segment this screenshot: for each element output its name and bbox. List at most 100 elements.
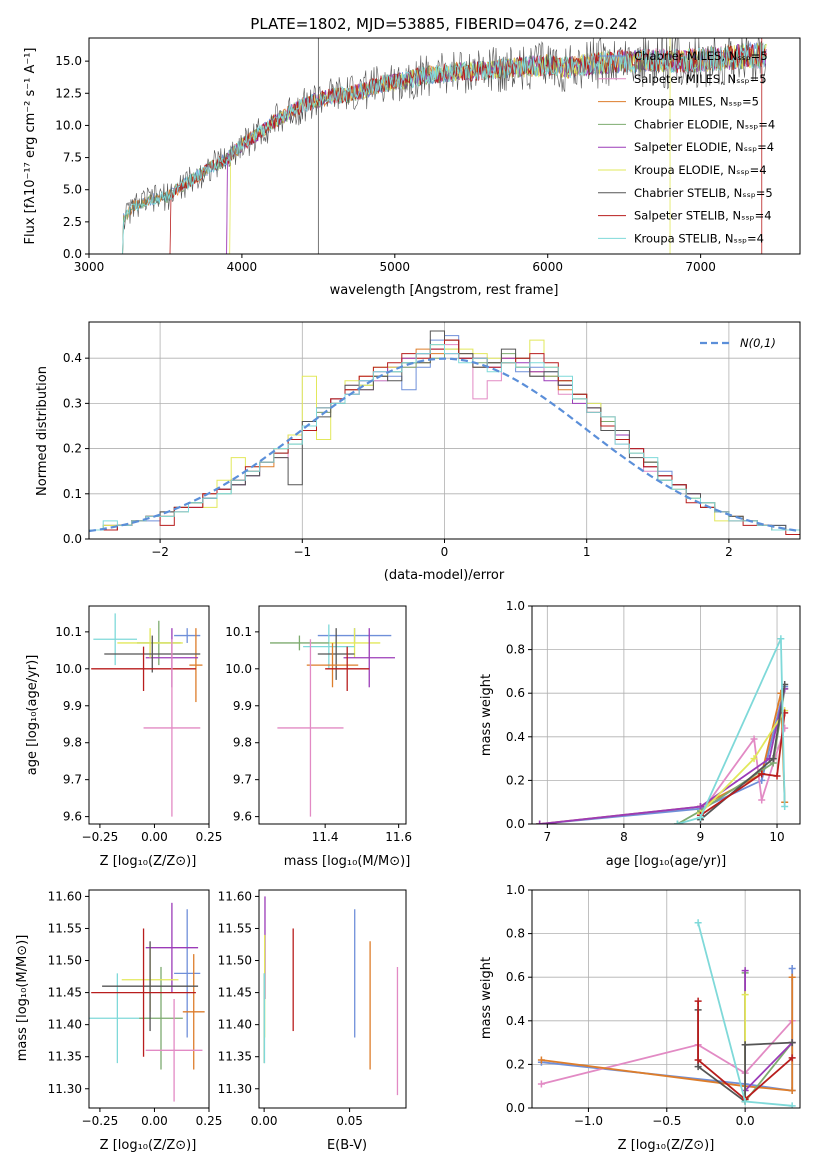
- mass-metallicity-xlabel: Z [log₁₀(Z/Z⊙)]: [100, 1138, 197, 1153]
- spectrum-legend: Chabrier MILES, Nₛₛₚ=5 Salpeter MILES, Nₛ…: [598, 49, 775, 245]
- plot-content: [263, 896, 399, 1096]
- weight-marker: [773, 772, 781, 780]
- weight-metallicity-xlabel: Z [log₁₀(Z/Z⊙)]: [618, 1138, 715, 1153]
- y-tick-label: 0.0: [63, 247, 82, 261]
- weight-metallicity-ylabel: mass weight: [479, 957, 494, 1039]
- axes-frame: [88, 37, 801, 255]
- y-tick-label: 10.0: [225, 662, 252, 676]
- x-tick-label: 6000: [532, 260, 563, 274]
- x-tick-label: 7: [543, 830, 551, 844]
- y-tick-label: 9.9: [63, 699, 82, 713]
- plot-content: [91, 613, 203, 817]
- mass-vs-extinction-panel: E(B-V) 0.00 0.05 11.30 11.35 11.40 11.45 11.50…: [218, 889, 407, 1153]
- x-tick-label: 0.25: [196, 1114, 223, 1128]
- x-tick-label: 3000: [74, 260, 105, 274]
- y-tick-label: 11.55: [218, 921, 252, 935]
- y-tick-label: 9.7: [63, 773, 82, 787]
- y-tick-label: 0.2: [63, 442, 82, 456]
- weight-marker: [536, 820, 544, 824]
- weight-marker: [758, 796, 766, 804]
- plot-content: [537, 919, 796, 1108]
- weight-marker: [694, 1056, 702, 1064]
- weight-marker: [741, 991, 749, 999]
- weight-marker: [694, 1063, 702, 1071]
- legend-label: N(0,1): [740, 336, 776, 350]
- histogram-xlabel: (data-model)/error: [384, 568, 505, 583]
- x-tick-label: −0.5: [652, 1114, 681, 1128]
- legend-label: Chabrier ELODIE, Nₛₛₚ=4: [634, 117, 775, 131]
- weight-marker: [781, 803, 789, 811]
- legend-label: Kroupa STELIB, Nₛₛₚ=4: [634, 231, 764, 245]
- weight-marker: [750, 755, 758, 763]
- y-tick-label: 11.40: [218, 1018, 252, 1032]
- x-tick-label: 2: [725, 545, 733, 559]
- weight-marker: [696, 803, 704, 811]
- weight-marker: [694, 997, 702, 1005]
- histogram-ylabel: Normed distribution: [35, 366, 50, 496]
- y-tick-label: 0.0: [506, 1101, 525, 1115]
- spectrum-xlabel: wavelength [Angstrom, rest frame]: [330, 283, 559, 298]
- axes-frame: [258, 889, 407, 1109]
- y-tick-label: 11.45: [218, 986, 252, 1000]
- y-tick-label: 1.0: [506, 599, 525, 613]
- x-tick-label: 4000: [227, 260, 258, 274]
- y-tick-label: 0.4: [506, 730, 525, 744]
- y-tick-label: 10.1: [55, 625, 82, 639]
- weight-marker: [758, 770, 766, 778]
- x-tick-label: 5000: [380, 260, 411, 274]
- weight-marker: [777, 635, 785, 643]
- y-tick-label: 5.0: [63, 183, 82, 197]
- plot-content: [89, 902, 205, 1102]
- y-tick-label: 10.0: [55, 662, 82, 676]
- x-tick-label: −1: [293, 545, 311, 559]
- weight-age-plot-area: 7 8 9 10 0.0 0.2 0.4 0.6 0.8 1.0: [506, 599, 801, 844]
- y-tick-label: 9.7: [233, 773, 252, 787]
- y-tick-label: 0.8: [506, 643, 525, 657]
- axes-frame: [88, 321, 801, 540]
- spectrum-line: [169, 43, 767, 254]
- normal-curve: [89, 357, 800, 533]
- axes-frame: [88, 605, 210, 825]
- x-tick-label: 0.00: [141, 1114, 168, 1128]
- weight-marker: [741, 1041, 749, 1049]
- weight-marker: [788, 1087, 796, 1095]
- y-tick-label: 9.9: [233, 699, 252, 713]
- weight-marker: [769, 755, 777, 763]
- legend-label: Chabrier STELIB, Nₛₛₚ=5: [634, 186, 773, 200]
- weight-marker: [696, 813, 704, 821]
- weight-marker: [750, 735, 758, 743]
- histogram-plot-area: −2 −1 0 1 2 0.0 0.1 0.2 0.3 0.4: [63, 321, 801, 559]
- age-vs-metallicity-panel: Z [log₁₀(Z/Z⊙)] age [log₁₀(age/yr)] −0.2…: [25, 605, 223, 869]
- y-tick-label: 0.2: [506, 1057, 525, 1071]
- weight-marker: [741, 1097, 749, 1105]
- weight-age-ylabel: mass weight: [479, 674, 494, 756]
- y-tick-label: 9.6: [233, 810, 252, 824]
- spectrum-plot-area: 3000 4000 5000 6000 7000 0.0 2.5 5.0 7.5 10.0 12.5…: [55, 37, 801, 274]
- weight-line: [699, 712, 786, 817]
- y-tick-label: 0.2: [506, 773, 525, 787]
- histogram-series: [89, 344, 800, 531]
- y-tick-label: 0.8: [506, 927, 525, 941]
- y-tick-label: 10.0: [55, 118, 82, 132]
- plot-content: [536, 635, 789, 824]
- x-tick-label: 11.6: [385, 830, 412, 844]
- y-tick-label: 15.0: [55, 54, 82, 68]
- mass-extinction-plot-area: 0.00 0.05 11.30 11.35 11.40 11.45 11.50 11.55 11…: [218, 889, 407, 1128]
- weight-marker: [673, 820, 681, 824]
- x-tick-label: 0.25: [196, 830, 223, 844]
- y-tick-label: 0.3: [63, 396, 82, 410]
- axes-frame: [258, 605, 407, 825]
- age-metallicity-plot-area: −0.25 0.00 0.25 9.6 9.7 9.8 9.9 10.0 10.1: [55, 605, 223, 844]
- mass-metallicity-ylabel: mass [log₁₀(M/M⊙)]: [15, 935, 30, 1062]
- weight-marker: [537, 1056, 545, 1064]
- weight-age-xlabel: age [log₁₀(age/yr)]: [606, 854, 727, 869]
- axes-frame: [531, 889, 801, 1109]
- x-tick-label: 1: [583, 545, 591, 559]
- y-tick-label: 0.4: [63, 351, 82, 365]
- x-tick-label: 11.4: [312, 830, 339, 844]
- y-tick-label: 9.8: [63, 736, 82, 750]
- plot-content: [270, 624, 395, 817]
- mass-weight-vs-metallicity-panel: Z [log₁₀(Z/Z⊙)] mass weight −1.0 −0.5 0.0 0…: [479, 883, 801, 1153]
- legend-label: Chabrier MILES, Nₛₛₚ=5: [634, 49, 768, 63]
- y-tick-label: 10.1: [225, 625, 252, 639]
